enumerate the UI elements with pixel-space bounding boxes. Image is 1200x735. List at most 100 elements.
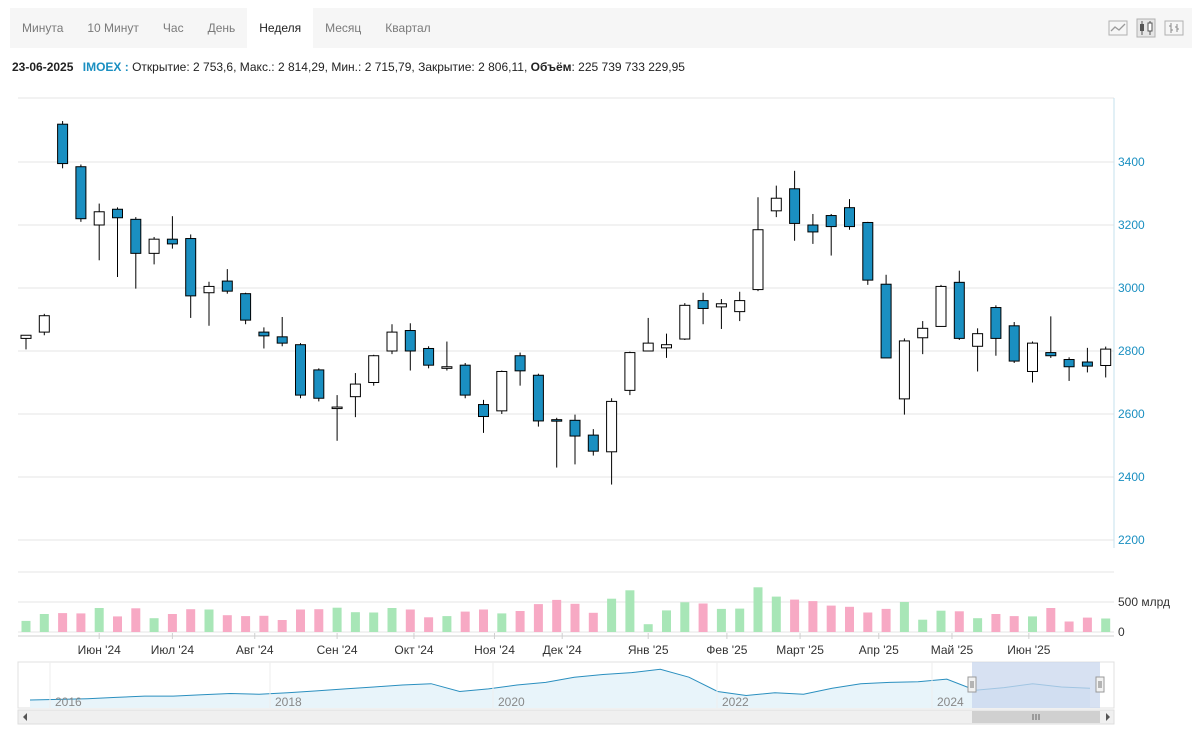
navigator-year-label: 2024 bbox=[937, 695, 964, 709]
volume-bar bbox=[771, 596, 781, 632]
candle bbox=[459, 362, 471, 399]
time-tick-label: Июн '24 bbox=[78, 643, 122, 657]
volume-bar bbox=[716, 608, 726, 632]
high-label: Макс.: bbox=[239, 60, 275, 74]
navigator: 2016 2018 2020 2022 2024 bbox=[17, 661, 1115, 725]
candle bbox=[57, 121, 69, 169]
volume-bar bbox=[186, 609, 196, 632]
ohlc-bars-icon[interactable] bbox=[1164, 18, 1184, 38]
candle-body bbox=[532, 374, 544, 422]
candle-body bbox=[880, 283, 892, 359]
time-tick-label: Окт '24 bbox=[394, 643, 434, 657]
volume-value: 225 739 733 229,95 bbox=[578, 60, 685, 74]
candle bbox=[569, 414, 581, 465]
candle-body bbox=[478, 404, 489, 418]
navigator-handle[interactable] bbox=[1095, 676, 1105, 693]
tab-10-minutes[interactable]: 10 Минут bbox=[87, 21, 139, 35]
volume-bar bbox=[570, 603, 580, 632]
candle bbox=[295, 343, 306, 399]
ticker-separator: : bbox=[121, 60, 129, 74]
volume-bar bbox=[442, 616, 452, 632]
candle-body bbox=[825, 215, 837, 228]
candle-body bbox=[1045, 352, 1057, 357]
tab-hour[interactable]: Час bbox=[162, 21, 184, 35]
candle bbox=[953, 270, 965, 340]
candle-body bbox=[715, 303, 727, 308]
candle-body bbox=[496, 370, 508, 412]
candle bbox=[1063, 357, 1075, 381]
navigator-year-label: 2020 bbox=[498, 695, 525, 709]
candle bbox=[1081, 347, 1093, 373]
price-tick-label: 2200 bbox=[1118, 533, 1145, 547]
tab-week[interactable]: Неделя bbox=[247, 8, 314, 48]
candle-body bbox=[898, 340, 910, 400]
candle bbox=[1045, 316, 1057, 358]
volume-bar bbox=[753, 587, 763, 632]
candle bbox=[75, 164, 87, 222]
volume-bar bbox=[405, 609, 415, 632]
scroll-right-arrow-icon bbox=[1106, 713, 1110, 721]
candle-body bbox=[917, 327, 929, 339]
time-tick-label: Фев '25 bbox=[706, 643, 747, 657]
navigator-scrollbar[interactable] bbox=[17, 709, 1115, 725]
price-tick-label: 3400 bbox=[1118, 155, 1145, 169]
candle bbox=[972, 328, 984, 372]
close-label: Закрытие: bbox=[418, 60, 475, 74]
volume-bar bbox=[808, 601, 818, 632]
candle bbox=[532, 373, 544, 427]
tab-quarter[interactable]: Квартал bbox=[385, 21, 431, 35]
volume-bar bbox=[1009, 616, 1019, 632]
volume-bar bbox=[350, 612, 360, 632]
open-label: Открытие: bbox=[132, 60, 190, 74]
volume-bar bbox=[58, 613, 68, 632]
low-value: 2 715,79 bbox=[364, 60, 412, 74]
price-tick-label: 2400 bbox=[1118, 470, 1145, 484]
candle bbox=[551, 417, 563, 468]
tab-month[interactable]: Месяц bbox=[325, 21, 362, 35]
line-chart-icon[interactable] bbox=[1108, 18, 1128, 38]
volume-bar bbox=[1082, 617, 1092, 632]
candle-body bbox=[148, 238, 160, 254]
candle-body bbox=[368, 355, 380, 384]
candle-body bbox=[1081, 361, 1093, 367]
volume-bar bbox=[460, 611, 470, 632]
candle-body bbox=[514, 355, 526, 372]
candle bbox=[661, 333, 672, 358]
candle bbox=[715, 299, 727, 329]
tab-minute[interactable]: Минута bbox=[22, 21, 64, 35]
candle bbox=[624, 351, 636, 396]
candle-body bbox=[331, 406, 343, 410]
candle bbox=[38, 313, 50, 336]
volume-bar bbox=[991, 614, 1001, 632]
candle-body bbox=[606, 400, 618, 453]
candle bbox=[880, 274, 892, 359]
volume-bar bbox=[662, 610, 671, 632]
scrollbar-track bbox=[17, 709, 1115, 725]
candle-body bbox=[587, 434, 599, 452]
volume-bar bbox=[259, 615, 269, 632]
candle-body bbox=[20, 334, 32, 339]
scroll-left-arrow-icon bbox=[23, 713, 27, 721]
navigator-handle-body bbox=[967, 676, 977, 693]
candle bbox=[935, 284, 947, 327]
candle-body bbox=[441, 366, 453, 369]
chart-type-toolbar bbox=[1108, 18, 1184, 38]
candle bbox=[185, 234, 197, 318]
candle bbox=[990, 305, 1002, 356]
candle-body bbox=[185, 238, 197, 297]
candle bbox=[1008, 322, 1020, 363]
volume-label: Объём bbox=[530, 60, 572, 74]
candle-body bbox=[166, 238, 178, 245]
volume-bar bbox=[204, 609, 214, 632]
candle bbox=[789, 170, 801, 241]
volume-bar bbox=[1046, 608, 1056, 632]
time-tick-label: Март '25 bbox=[776, 643, 824, 657]
candlestick-icon[interactable] bbox=[1136, 18, 1156, 38]
candle-body bbox=[459, 364, 471, 396]
volume-bar bbox=[296, 609, 305, 632]
tab-day[interactable]: День bbox=[207, 21, 236, 35]
navigator-handle[interactable] bbox=[967, 676, 977, 693]
time-tick-label: Авг '24 bbox=[236, 643, 274, 657]
candlesticks bbox=[20, 121, 1112, 485]
